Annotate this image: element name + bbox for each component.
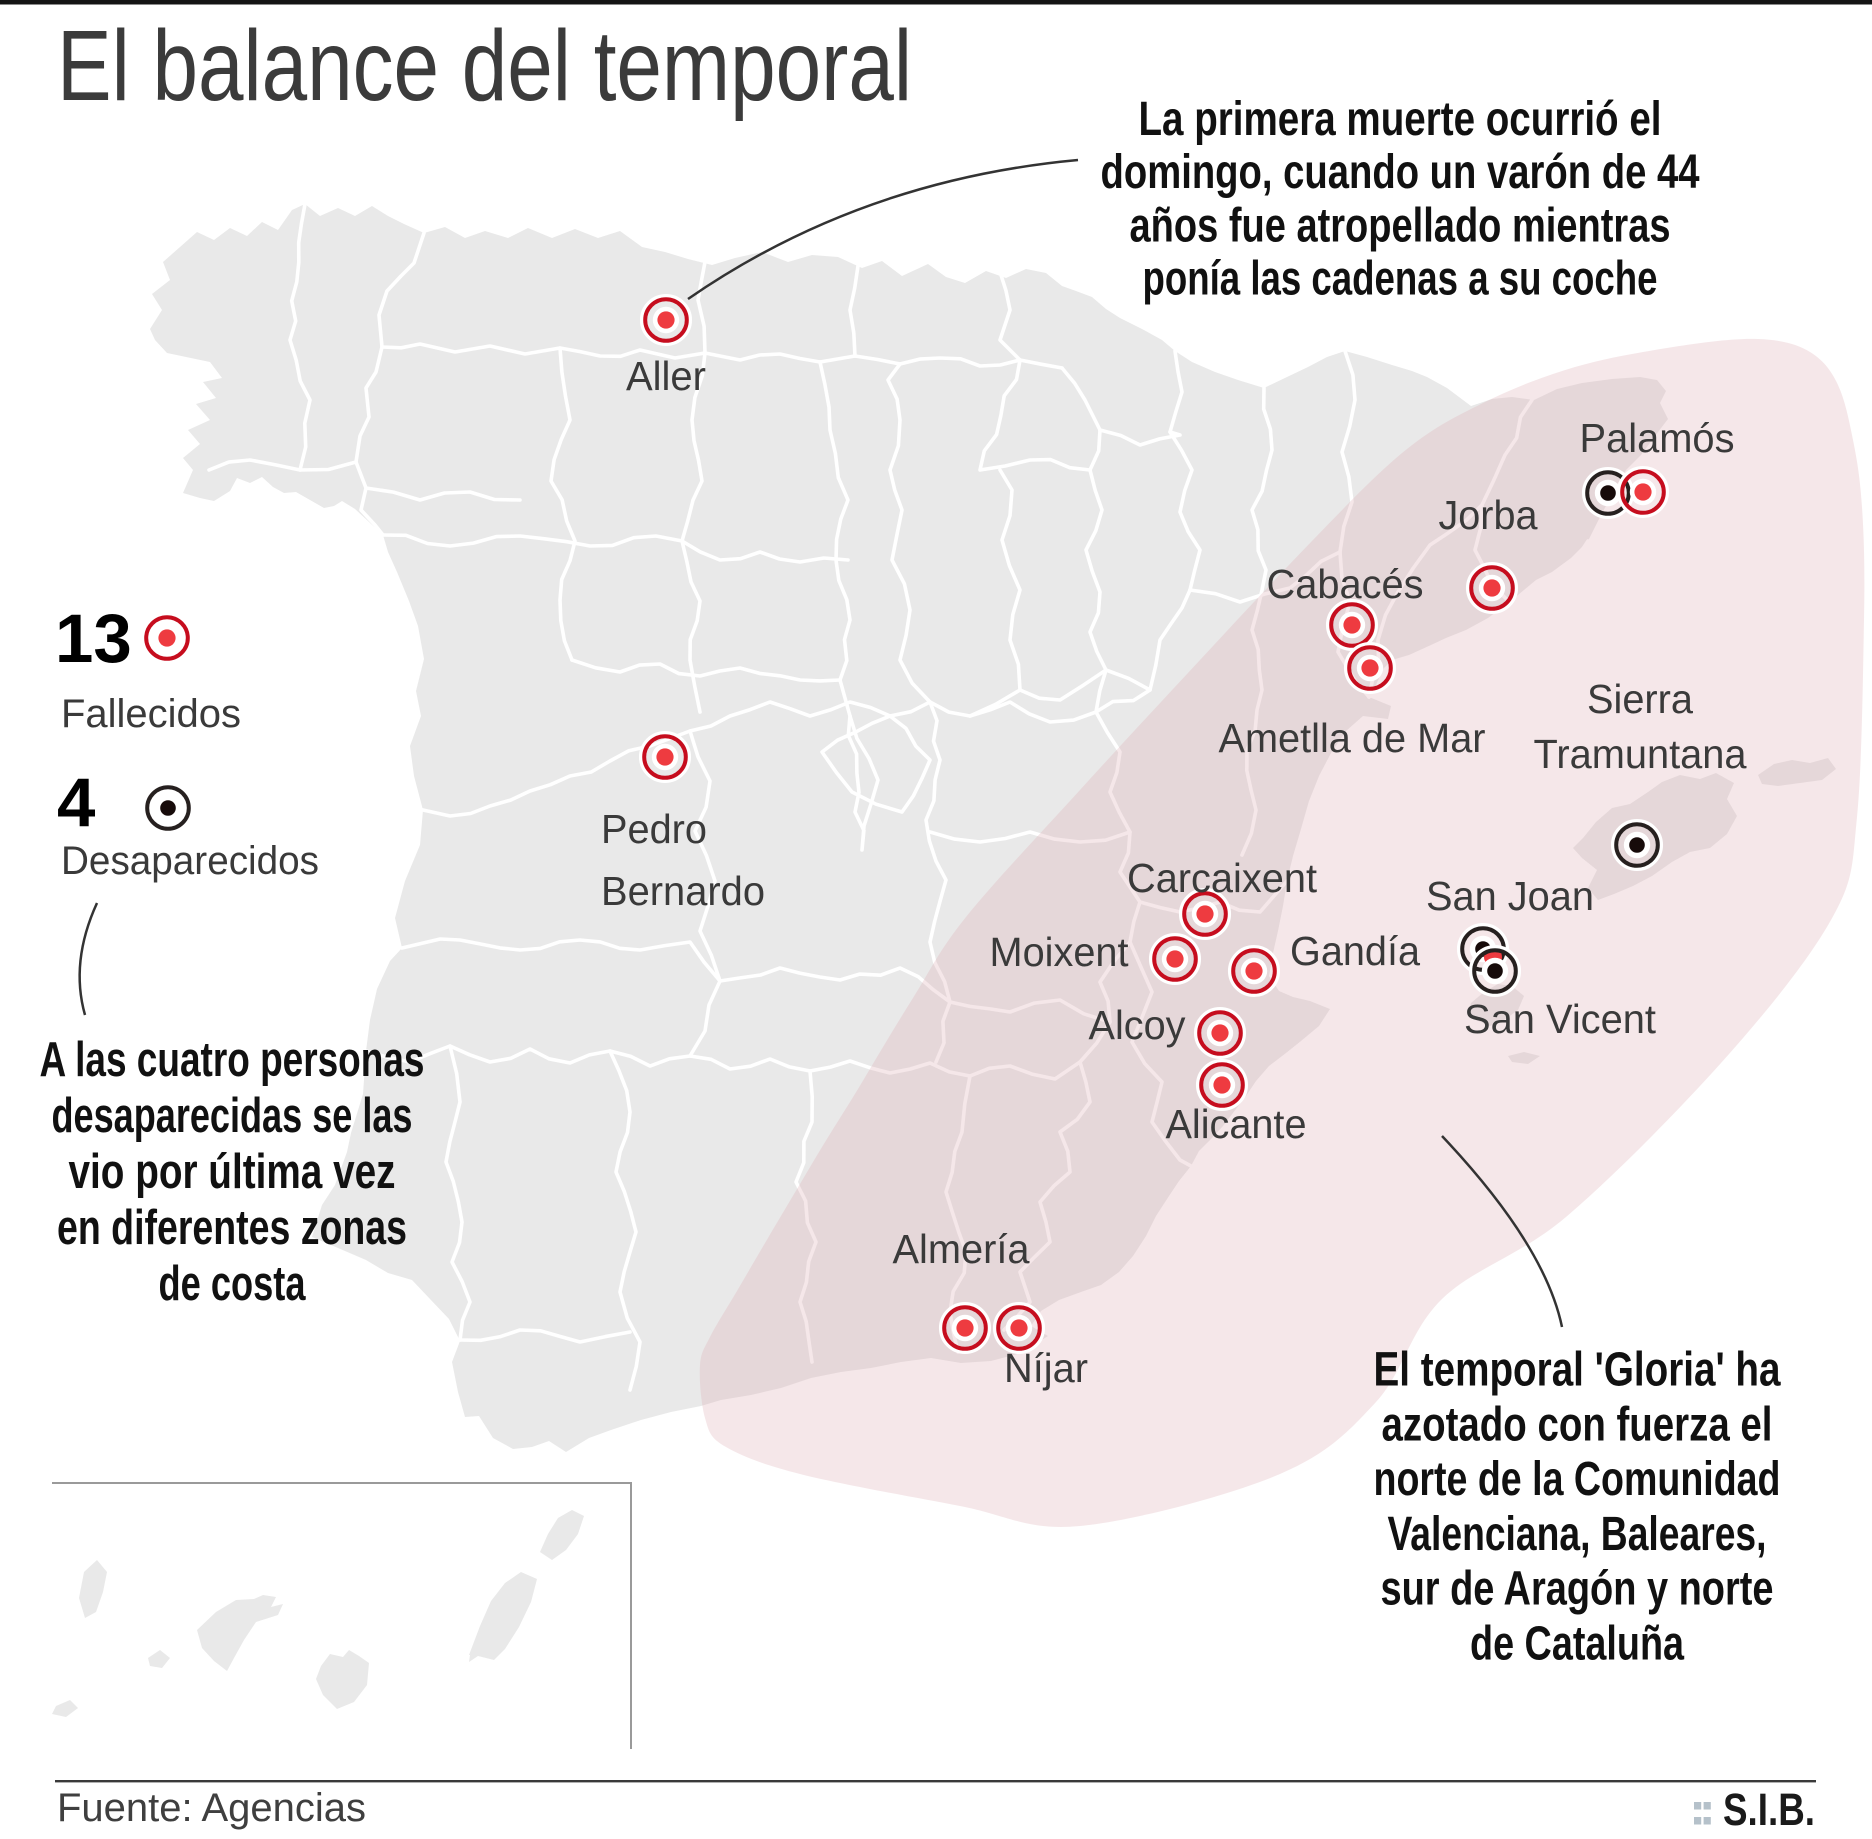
svg-text:Sierra: Sierra (1587, 676, 1693, 722)
svg-text:Tramuntana: Tramuntana (1534, 731, 1747, 777)
svg-text:La primera muerte ocurrió el: La primera muerte ocurrió el (1139, 93, 1662, 146)
svg-text:Cabacés: Cabacés (1267, 561, 1424, 607)
svg-text:Desaparecidos: Desaparecidos (61, 839, 319, 883)
svg-text:San Joan: San Joan (1426, 873, 1594, 919)
svg-text:sur de Aragón y norte: sur de Aragón y norte (1381, 1563, 1774, 1616)
svg-text:ponía las cadenas a su coche: ponía las cadenas a su coche (1143, 253, 1658, 306)
svg-text:domingo, cuando un varón de 44: domingo, cuando un varón de 44 (1101, 146, 1700, 199)
svg-text:El temporal 'Gloria' ha: El temporal 'Gloria' ha (1374, 1344, 1781, 1397)
svg-text:azotado con fuerza el: azotado con fuerza el (1382, 1398, 1773, 1451)
svg-text:Fallecidos: Fallecidos (61, 692, 241, 736)
svg-text:Fuente: Agencias: Fuente: Agencias (57, 1786, 366, 1830)
svg-text:de Cataluña: de Cataluña (1470, 1618, 1684, 1671)
svg-text:4: 4 (57, 764, 95, 841)
svg-text:Gandía: Gandía (1290, 928, 1420, 974)
svg-text:Almería: Almería (893, 1226, 1030, 1272)
svg-text:Moixent: Moixent (990, 929, 1130, 975)
svg-text:San Vicent: San Vicent (1464, 996, 1657, 1042)
svg-text:años fue atropellado mientras: años fue atropellado mientras (1130, 199, 1671, 252)
svg-text:Jorba: Jorba (1439, 492, 1538, 538)
svg-text:Aller: Aller (626, 353, 706, 399)
svg-text:Pedro: Pedro (601, 806, 707, 852)
svg-text:S.I.B.: S.I.B. (1723, 1784, 1815, 1835)
svg-text:Carcaixent: Carcaixent (1127, 855, 1318, 901)
svg-text:Níjar: Níjar (1004, 1345, 1088, 1391)
svg-text:Valenciana, Baleares,: Valenciana, Baleares, (1388, 1508, 1767, 1561)
svg-text:de costa: de costa (159, 1257, 307, 1311)
svg-text:en diferentes zonas: en diferentes zonas (57, 1201, 407, 1255)
svg-text:13: 13 (55, 600, 132, 677)
svg-text:Palamós: Palamós (1580, 415, 1735, 461)
svg-text:Alicante: Alicante (1166, 1101, 1307, 1147)
svg-text:A las cuatro personas: A las cuatro personas (40, 1033, 425, 1087)
svg-text:Bernardo: Bernardo (601, 868, 765, 914)
svg-text:El balance del temporal: El balance del temporal (57, 10, 912, 122)
svg-text:vio por última vez: vio por última vez (69, 1145, 396, 1199)
svg-text:Ametlla de Mar: Ametlla de Mar (1219, 715, 1486, 761)
svg-text:Alcoy: Alcoy (1089, 1002, 1186, 1048)
svg-text:desaparecidas se las: desaparecidas se las (52, 1089, 413, 1143)
svg-text:norte de la Comunidad: norte de la Comunidad (1374, 1453, 1781, 1506)
